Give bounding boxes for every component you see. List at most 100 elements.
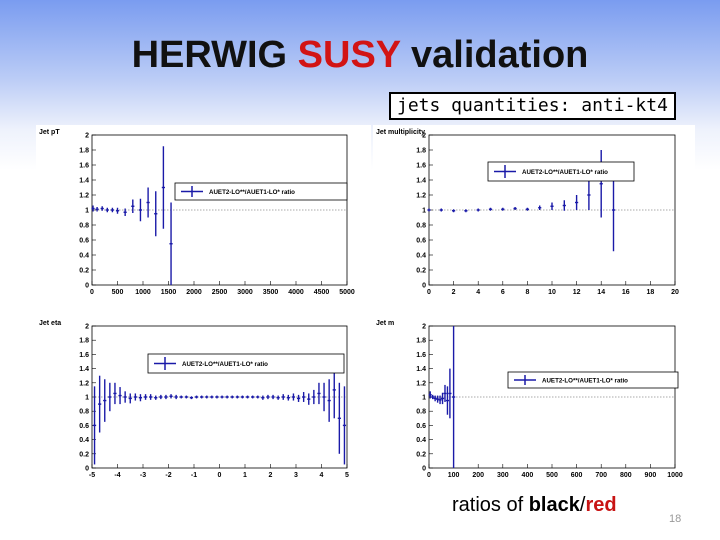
data-point — [118, 387, 122, 405]
x-tick-label: -3 — [140, 472, 146, 479]
x-tick-label: 500 — [112, 289, 124, 296]
legend: AUET2-LO**/AUET1-LO* ratio — [507, 371, 679, 389]
y-tick-label: 0.4 — [79, 253, 89, 260]
data-point — [95, 207, 99, 212]
data-point — [307, 393, 311, 405]
x-tick-label: 2500 — [212, 289, 228, 296]
data-point — [452, 326, 456, 468]
data-point — [105, 207, 109, 213]
y-tick-label: 0.2 — [416, 451, 426, 458]
y-tick-label: 0.6 — [79, 238, 89, 245]
data-point — [169, 202, 173, 285]
data-point — [611, 168, 616, 252]
x-tick-label: 1500 — [161, 289, 177, 296]
y-tick-label: 1.6 — [416, 352, 426, 359]
y-tick-label: 1.2 — [79, 193, 89, 200]
legend-label: AUET2-LO**/AUET1-LO* ratio — [542, 378, 628, 385]
x-tick-label: 500 — [546, 472, 558, 479]
caption: ratios of black/red — [452, 494, 617, 516]
x-tick-label: 0 — [90, 289, 94, 296]
data-point — [92, 386, 97, 465]
data-point — [149, 394, 153, 400]
data-point — [501, 207, 505, 211]
x-tick-label: 18 — [647, 289, 655, 296]
x-tick-label: 3500 — [263, 289, 279, 296]
data-point — [327, 379, 331, 422]
chart-title: Jet m — [376, 320, 394, 327]
x-tick-label: 200 — [472, 472, 484, 479]
legend-label: AUET2-LO**/AUET1-LO* ratio — [182, 361, 268, 368]
data-point — [436, 395, 440, 403]
data-point — [302, 392, 306, 402]
x-tick-label: 5 — [345, 472, 349, 479]
data-point — [98, 375, 102, 433]
data-point — [476, 208, 480, 212]
data-point — [431, 394, 435, 400]
data-point — [133, 393, 137, 401]
y-tick-label: 1 — [422, 208, 426, 215]
data-point — [220, 395, 224, 399]
y-tick-label: 1.2 — [416, 380, 426, 387]
y-tick-label: 1.8 — [79, 338, 89, 345]
x-tick-label: 2000 — [186, 289, 202, 296]
data-point — [100, 206, 104, 211]
data-point — [210, 395, 214, 399]
x-tick-label: -1 — [191, 472, 197, 479]
x-tick-label: 5000 — [339, 289, 355, 296]
y-tick-label: 2 — [85, 324, 89, 331]
x-tick-label: 100 — [448, 472, 460, 479]
y-tick-label: 2 — [422, 324, 426, 331]
data-point — [286, 394, 290, 401]
chart-title: Jet pT — [39, 129, 60, 136]
data-point — [189, 396, 194, 400]
data-point — [317, 382, 321, 405]
y-tick-label: 1.8 — [79, 148, 89, 155]
data-point — [291, 393, 296, 401]
data-point — [433, 395, 437, 402]
data-point — [205, 395, 209, 399]
legend-box — [174, 182, 348, 201]
y-tick-label: 0.2 — [416, 268, 426, 275]
data-point — [230, 395, 234, 399]
data-point — [169, 394, 173, 399]
x-tick-label: 0 — [218, 472, 222, 479]
x-tick-label: -4 — [114, 472, 120, 479]
y-tick-label: 0.6 — [79, 423, 89, 430]
chart-title: Jet multiplicity — [376, 129, 425, 136]
y-tick-label: 1.8 — [416, 148, 426, 155]
chart-title: Jet eta — [39, 320, 61, 327]
data-point — [108, 382, 112, 412]
x-tick-label: 300 — [497, 472, 509, 479]
data-point — [266, 394, 270, 400]
y-tick-label: 1.2 — [416, 193, 426, 200]
x-tick-label: -5 — [89, 472, 95, 479]
x-tick-label: 2 — [452, 289, 456, 296]
y-tick-label: 0.8 — [416, 223, 426, 230]
data-point — [261, 395, 265, 400]
chart-panel: Jet eta 0 0.2 0.4 0.6 0.8 1 1.2 1.4 1.6 1.8 2 -5 -4 -3… — [36, 316, 371, 492]
y-tick-label: 0.4 — [416, 437, 426, 444]
data-point — [138, 198, 143, 222]
panel-background — [373, 316, 695, 492]
y-tick-label: 0.8 — [79, 409, 89, 416]
data-point — [440, 392, 445, 405]
x-tick-label: 4000 — [288, 289, 304, 296]
data-point — [179, 395, 183, 399]
data-point — [123, 208, 127, 216]
legend: AUET2-LO**/AUET1-LO* ratio — [174, 182, 348, 201]
data-point — [342, 386, 347, 465]
y-tick-label: 1.4 — [79, 366, 89, 373]
x-tick-label: 2 — [269, 472, 273, 479]
data-point — [439, 208, 443, 212]
slide-title: HERWIG SUSY validation — [131, 34, 589, 76]
data-point — [562, 200, 566, 211]
subtitle-box: jets quantities: anti-kt4 — [389, 92, 676, 120]
y-tick-label: 1.6 — [79, 163, 89, 170]
x-tick-label: 4500 — [314, 289, 330, 296]
data-point — [103, 379, 107, 422]
data-point — [271, 394, 275, 400]
x-tick-label: 1000 — [135, 289, 151, 296]
data-point — [322, 382, 326, 412]
data-point — [91, 205, 95, 212]
x-tick-label: 4 — [320, 472, 324, 479]
